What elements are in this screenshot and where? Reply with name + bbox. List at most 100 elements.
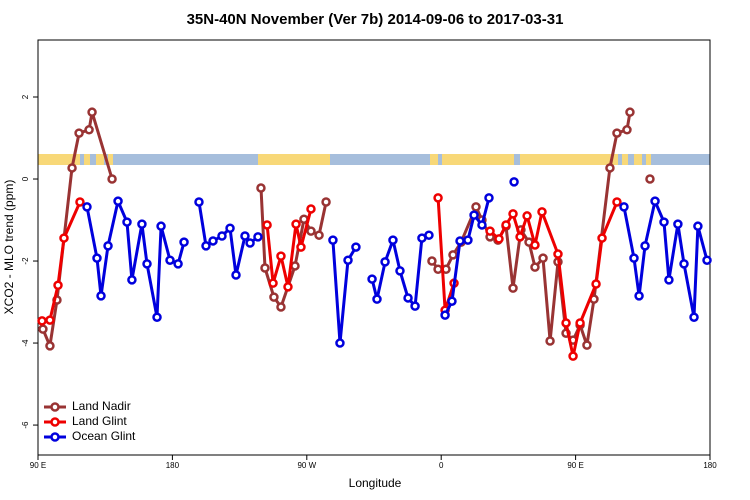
point bbox=[427, 256, 437, 266]
point bbox=[553, 249, 563, 259]
point bbox=[335, 338, 345, 348]
point bbox=[291, 219, 301, 229]
point bbox=[664, 275, 674, 285]
point bbox=[306, 226, 316, 236]
point bbox=[650, 196, 660, 206]
plot-frame bbox=[37, 39, 711, 456]
point bbox=[283, 282, 293, 292]
point bbox=[67, 163, 77, 173]
surface-band bbox=[38, 154, 710, 165]
point bbox=[84, 125, 94, 135]
point bbox=[225, 223, 235, 233]
point bbox=[45, 315, 55, 325]
point bbox=[231, 270, 241, 280]
point bbox=[240, 231, 250, 241]
point bbox=[673, 219, 683, 229]
point bbox=[74, 128, 84, 138]
point bbox=[351, 242, 361, 252]
point bbox=[260, 263, 270, 273]
x-axis-label: Longitude bbox=[349, 476, 402, 490]
point bbox=[179, 237, 189, 247]
point bbox=[530, 262, 540, 272]
point bbox=[269, 292, 279, 302]
point bbox=[689, 312, 699, 322]
point bbox=[37, 316, 47, 326]
point bbox=[433, 264, 443, 274]
point bbox=[612, 197, 622, 207]
point bbox=[127, 275, 137, 285]
point bbox=[328, 235, 338, 245]
x-tick-label: 90 W bbox=[297, 461, 316, 470]
point bbox=[469, 210, 479, 220]
y-tick-label: 0 bbox=[21, 176, 30, 181]
point bbox=[645, 174, 655, 184]
point bbox=[276, 302, 286, 312]
point bbox=[530, 240, 540, 250]
point bbox=[388, 235, 398, 245]
point bbox=[256, 183, 266, 193]
y-tick-label: -2 bbox=[21, 257, 30, 265]
point bbox=[142, 259, 152, 269]
point bbox=[463, 235, 473, 245]
series-line bbox=[43, 112, 650, 346]
legend-marker bbox=[50, 402, 60, 412]
point bbox=[619, 202, 629, 212]
point bbox=[262, 220, 272, 230]
point bbox=[485, 226, 495, 236]
point bbox=[372, 294, 382, 304]
point bbox=[113, 196, 123, 206]
point bbox=[53, 280, 63, 290]
point bbox=[622, 125, 632, 135]
point bbox=[702, 255, 712, 265]
point bbox=[137, 219, 147, 229]
point bbox=[403, 293, 413, 303]
point bbox=[440, 310, 450, 320]
point bbox=[395, 266, 405, 276]
point bbox=[494, 234, 504, 244]
point bbox=[321, 197, 331, 207]
point bbox=[380, 257, 390, 267]
point bbox=[87, 107, 97, 117]
point bbox=[268, 278, 278, 288]
point bbox=[509, 177, 519, 187]
point bbox=[561, 318, 571, 328]
point bbox=[545, 336, 555, 346]
point bbox=[537, 207, 547, 217]
point bbox=[679, 259, 689, 269]
point bbox=[290, 261, 300, 271]
y-tick-label: -6 bbox=[21, 421, 30, 429]
point bbox=[477, 220, 487, 230]
point bbox=[640, 241, 650, 251]
point bbox=[471, 202, 481, 212]
point bbox=[165, 255, 175, 265]
point bbox=[276, 251, 286, 261]
point bbox=[253, 232, 263, 242]
chart-title: 35N-40N November (Ver 7b) 2014-09-06 to … bbox=[187, 11, 564, 28]
point bbox=[208, 236, 218, 246]
point bbox=[75, 197, 85, 207]
point bbox=[538, 253, 548, 263]
point bbox=[568, 351, 578, 361]
point bbox=[424, 230, 434, 240]
point bbox=[508, 283, 518, 293]
point bbox=[634, 291, 644, 301]
point bbox=[629, 253, 639, 263]
point bbox=[217, 231, 227, 241]
point bbox=[194, 197, 204, 207]
point bbox=[659, 217, 669, 227]
point bbox=[693, 221, 703, 231]
point bbox=[103, 241, 113, 251]
legend-marker bbox=[50, 417, 60, 427]
y-axis-label: XCO2 - MLO trend (ppm) bbox=[2, 180, 16, 315]
point bbox=[122, 217, 132, 227]
x-tick-label: 90 E bbox=[567, 461, 583, 470]
point bbox=[625, 107, 635, 117]
legend-label: Ocean Glint bbox=[72, 429, 136, 443]
point bbox=[582, 340, 592, 350]
x-tick-label: 90 E bbox=[30, 461, 46, 470]
point bbox=[201, 241, 211, 251]
point bbox=[314, 230, 324, 240]
point bbox=[605, 163, 615, 173]
point bbox=[522, 211, 532, 221]
